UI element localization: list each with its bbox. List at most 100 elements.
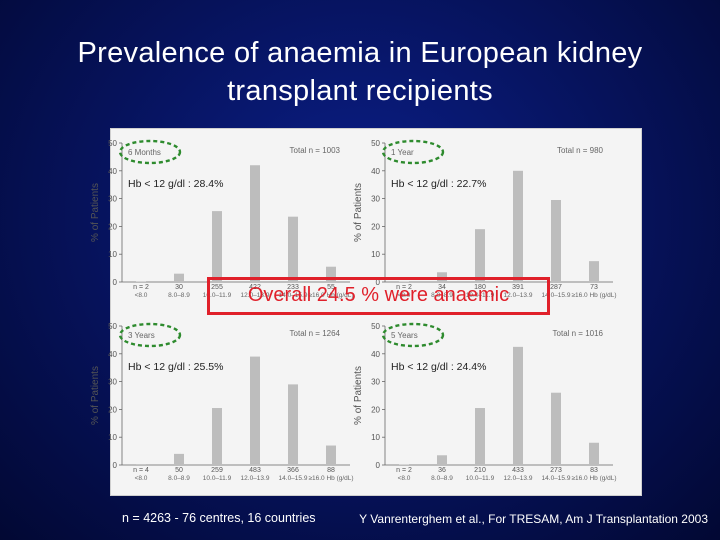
- x-tick-label: 8.0–8.9: [431, 292, 453, 299]
- y-tick-label: 50: [108, 322, 117, 331]
- bar: [288, 216, 298, 282]
- bar: [399, 464, 409, 465]
- y-tick-label: 0: [113, 461, 118, 470]
- bar: [513, 346, 523, 465]
- bar-count-label: 273: [550, 467, 562, 474]
- bar-count-label: 83: [590, 467, 598, 474]
- bar-count-label: n = 2: [396, 284, 412, 291]
- y-tick-label: 10: [108, 433, 117, 442]
- bar-count-label: n = 2: [133, 284, 149, 291]
- hb-annotation: Hb < 12 g/dl : 28.4%: [128, 178, 223, 190]
- x-tick-label: ≥16.0 Hb (g/dL): [571, 292, 616, 299]
- y-axis-label: % of Patients: [353, 366, 364, 425]
- bar: [589, 261, 599, 282]
- y-tick-label: 0: [376, 278, 381, 287]
- period-label: 5 Years: [391, 331, 418, 340]
- x-tick-label: 12.0–13.9: [241, 475, 270, 482]
- bar: [212, 211, 222, 282]
- bar: [475, 408, 485, 465]
- y-tick-label: 30: [108, 378, 117, 387]
- bar-count-label: 36: [438, 467, 446, 474]
- bar-count-label: 259: [211, 467, 223, 474]
- bar: [212, 408, 222, 465]
- total-label: Total n = 1264: [290, 329, 341, 338]
- y-tick-label: 50: [371, 322, 380, 331]
- total-label: Total n = 1003: [290, 146, 341, 155]
- bar-count-label: 50: [175, 467, 183, 474]
- period-highlight-oval: [381, 322, 445, 348]
- y-tick-label: 10: [371, 250, 380, 259]
- x-tick-label: <8.0: [135, 475, 148, 482]
- y-tick-label: 0: [376, 461, 381, 470]
- bar: [288, 384, 298, 465]
- x-tick-label: <8.0: [398, 292, 411, 299]
- y-tick-label: 30: [371, 195, 380, 204]
- sample-size-note: n = 4263 - 76 centres, 16 countries: [122, 511, 316, 525]
- x-tick-label: 12.0–13.9: [504, 292, 533, 299]
- slide-title: Prevalence of anaemia in European kidney…: [77, 37, 643, 107]
- bar: [513, 170, 523, 282]
- overall-anaemia-note: Overall 24.5 % were anaemic: [247, 284, 510, 306]
- x-tick-label: 10.0–11.9: [203, 475, 232, 482]
- y-tick-label: 40: [108, 350, 117, 359]
- y-tick-label: 50: [108, 139, 117, 148]
- x-tick-label: ≥16.0 Hb (g/dL): [571, 475, 616, 482]
- x-tick-label: 14.0–15.9: [279, 475, 308, 482]
- period-label: 1 Year: [391, 148, 414, 157]
- y-tick-label: 20: [371, 405, 380, 414]
- period-highlight-oval: [381, 139, 445, 165]
- x-tick-label: 10.0–11.9: [203, 292, 232, 299]
- bar-count-label: 422: [249, 284, 261, 291]
- period-label: 3 Years: [128, 331, 155, 340]
- x-tick-label: ≥16.0 Hb (g/dL): [308, 475, 353, 482]
- y-tick-label: 20: [108, 405, 117, 414]
- hb-annotation: Hb < 12 g/dl : 24.4%: [391, 361, 486, 373]
- y-tick-label: 50: [371, 139, 380, 148]
- x-tick-label: 14.0–15.9: [542, 475, 571, 482]
- bar: [589, 442, 599, 465]
- y-axis-label: % of Patients: [90, 366, 101, 425]
- x-tick-label: ≥16.0 Hb (g/dL): [308, 292, 353, 299]
- x-tick-label: 10.0–11.9: [466, 475, 495, 482]
- total-label: Total n = 980: [557, 146, 604, 155]
- bar-count-label: 210: [474, 467, 486, 474]
- bar-count-label: n = 2: [396, 467, 412, 474]
- period-highlight-oval: [118, 139, 182, 165]
- bar-count-label: 391: [512, 284, 524, 291]
- x-tick-label: 14.0–15.9: [542, 292, 571, 299]
- bar: [136, 464, 146, 465]
- bar-count-label: 88: [327, 467, 335, 474]
- x-tick-label: 14.0–15.9: [279, 292, 308, 299]
- bar: [174, 273, 184, 282]
- y-tick-label: 20: [371, 222, 380, 231]
- y-tick-label: 40: [371, 350, 380, 359]
- bar: [174, 453, 184, 465]
- citation: Y Vanrenterghem et al., For TRESAM, Am J…: [359, 512, 708, 526]
- y-tick-label: 10: [371, 433, 380, 442]
- bar-count-label: 180: [474, 284, 486, 291]
- bar: [551, 199, 561, 282]
- overall-highlight-box: [207, 277, 550, 315]
- bar-count-label: 483: [249, 467, 261, 474]
- bar-count-label: 233: [287, 284, 299, 291]
- total-label: Total n = 1016: [553, 329, 604, 338]
- bar: [250, 356, 260, 465]
- bar: [437, 455, 447, 465]
- bar: [475, 229, 485, 282]
- x-tick-label: 12.0–13.9: [504, 475, 533, 482]
- bar: [136, 281, 146, 282]
- y-tick-label: 30: [371, 378, 380, 387]
- bar-count-label: 30: [175, 284, 183, 291]
- bar-count-label: 73: [590, 284, 598, 291]
- y-tick-label: 40: [108, 167, 117, 176]
- bar: [551, 392, 561, 465]
- hb-annotation: Hb < 12 g/dl : 25.5%: [128, 361, 223, 373]
- bar: [326, 266, 336, 282]
- hb-annotation: Hb < 12 g/dl : 22.7%: [391, 178, 486, 190]
- bar-count-label: 287: [550, 284, 562, 291]
- x-tick-label: <8.0: [135, 292, 148, 299]
- x-tick-label: <8.0: [398, 475, 411, 482]
- bar-count-label: 366: [287, 467, 299, 474]
- y-tick-label: 30: [108, 195, 117, 204]
